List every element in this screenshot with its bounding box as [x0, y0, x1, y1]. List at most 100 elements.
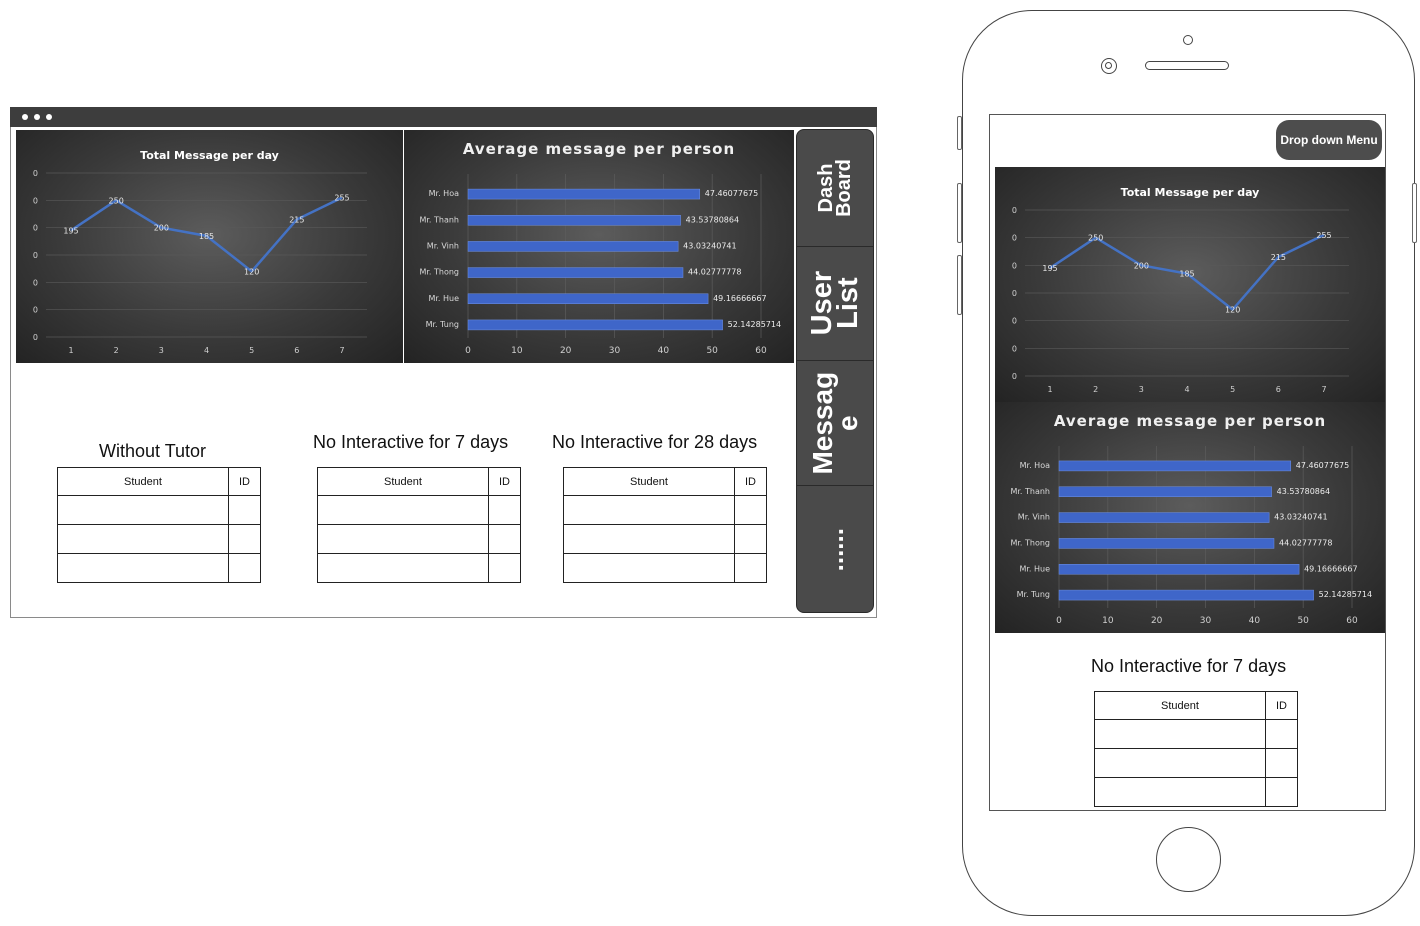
category-label: Mr. Hoa	[1020, 461, 1050, 470]
table-row[interactable]	[563, 495, 767, 525]
category-label: Mr. Thanh	[419, 215, 459, 224]
table-row[interactable]	[57, 524, 261, 554]
y-tick-label: 0	[1012, 261, 1017, 270]
x-tick-label: 4	[1184, 385, 1189, 394]
sidebar-item-label: User List	[805, 271, 864, 336]
data-label: 43.03240741	[1274, 513, 1327, 522]
x-tick-label: 10	[511, 346, 523, 356]
average-message-bar-chart: Average message per person 0 10 20 30 40 50 60 M…	[419, 140, 781, 356]
sidebar-item-dashboard[interactable]: Dash Board	[797, 130, 873, 247]
volume-down-button[interactable]	[957, 255, 962, 315]
x-tick-label: 0	[465, 346, 471, 356]
no-interactive-28-days-table: Student ID	[563, 467, 767, 583]
data-label: 200	[154, 224, 169, 233]
x-tick-label: 40	[1249, 616, 1261, 626]
dropdown-menu-button[interactable]: Drop down Menu	[1276, 120, 1382, 160]
data-label: 44.02777778	[1279, 538, 1332, 547]
bar	[1058, 460, 1292, 472]
x-tick-label: 6	[294, 346, 299, 355]
category-label: Mr. Hue	[1019, 564, 1050, 573]
data-label: 255	[334, 194, 349, 203]
data-label: 255	[1316, 231, 1331, 240]
column-header-student: Student	[1094, 691, 1266, 720]
bar	[1058, 512, 1270, 523]
data-label: 49.16666667	[1304, 564, 1357, 573]
sidebar-nav: Dash Board User List Messag e ......	[796, 129, 874, 613]
data-label: 49.16666667	[713, 294, 766, 303]
data-label: 250	[109, 196, 124, 205]
window-dot-icon	[34, 114, 40, 120]
bar	[467, 241, 679, 252]
x-tick-label: 50	[706, 346, 718, 356]
phone-screen: Drop down Menu Total Message per day 0 0 0 0…	[989, 114, 1386, 811]
column-header-id: ID	[488, 467, 521, 496]
sidebar-item-message[interactable]: Messag e	[797, 361, 873, 486]
y-tick-label: 0	[33, 251, 38, 260]
x-tick-label: 60	[1346, 616, 1358, 626]
table-row[interactable]	[1094, 719, 1298, 749]
y-tick-label: 0	[1012, 289, 1017, 298]
front-sensor-icon	[1183, 35, 1193, 45]
data-label: 250	[1088, 234, 1103, 243]
data-label: 47.46077675	[705, 189, 758, 198]
y-tick-label: 0	[1012, 372, 1017, 381]
x-tick-label: 20	[560, 346, 572, 356]
category-label: Mr. Tung	[426, 320, 459, 329]
sidebar-item-label: Dash Board	[814, 159, 855, 217]
x-tick-label: 6	[1276, 385, 1281, 394]
table-row[interactable]	[563, 524, 767, 554]
category-label: Mr. Vinh	[1018, 513, 1050, 522]
chart-title: Average message per person	[463, 140, 735, 158]
mobile-bar-chart-panel: Average message per person 0 10 20 30 40 50 60 M…	[995, 402, 1385, 633]
x-tick-label: 60	[755, 346, 767, 356]
data-label: 120	[1225, 306, 1240, 315]
table-row[interactable]	[1094, 748, 1298, 778]
bar	[1058, 486, 1272, 497]
y-tick-label: 0	[1012, 344, 1017, 353]
data-label: 43.53780864	[1277, 487, 1330, 496]
x-tick-label: 7	[1321, 385, 1326, 394]
y-tick-label: 0	[33, 169, 38, 178]
category-label: Mr. Thanh	[1010, 487, 1050, 496]
desktop-window: Total Message per day 0 0 0 0 0 0 0 1 2 3 4 5 6 7 195 25…	[10, 107, 877, 618]
data-label: 185	[1179, 270, 1194, 279]
chart-title: Average message per person	[1054, 412, 1326, 430]
sidebar-item-more[interactable]: ......	[797, 486, 873, 612]
table-row[interactable]	[563, 553, 767, 583]
mobile-total-message-line-chart: Total Message per day 0 0 0 0 0 0 0 1 2 3 4 5 6 7 195 25…	[1012, 186, 1349, 394]
category-label: Mr. Tung	[1017, 590, 1050, 599]
x-tick-label: 20	[1151, 616, 1163, 626]
data-label: 47.46077675	[1296, 461, 1349, 470]
home-button[interactable]	[1156, 827, 1221, 892]
window-titlebar	[10, 107, 877, 127]
data-label: 43.03240741	[683, 241, 736, 250]
table-row[interactable]	[57, 553, 261, 583]
power-button[interactable]	[1412, 183, 1417, 243]
chart-title: Total Message per day	[140, 149, 279, 162]
y-tick-label: 0	[33, 306, 38, 315]
data-label: 52.14285714	[728, 320, 781, 329]
data-label: 52.14285714	[1319, 590, 1372, 599]
mobile-no-interactive-table: Student ID	[1094, 691, 1298, 807]
bar	[467, 267, 684, 278]
table-row[interactable]	[57, 495, 261, 525]
table-row[interactable]	[317, 553, 521, 583]
column-header-id: ID	[734, 467, 767, 496]
mobile-line-chart-panel: Total Message per day 0 0 0 0 0 0 0 1 2 3 4 5 6 7 195 25…	[995, 167, 1385, 402]
bar	[467, 215, 681, 226]
speaker-icon	[1145, 61, 1229, 70]
table-row[interactable]	[317, 495, 521, 525]
table-row[interactable]	[317, 524, 521, 554]
x-tick-label: 10	[1102, 616, 1114, 626]
table-title-without-tutor: Without Tutor	[99, 441, 207, 461]
volume-up-button[interactable]	[957, 183, 962, 243]
data-label: 215	[1271, 253, 1286, 262]
bar-chart-panel: Average message per person 0 10 20 30 40 50 60 M…	[404, 130, 794, 363]
mute-switch[interactable]	[957, 116, 962, 150]
table-row[interactable]	[1094, 777, 1298, 807]
sidebar-item-user-list[interactable]: User List	[797, 247, 873, 361]
bar	[467, 319, 723, 331]
window-dot-icon	[46, 114, 52, 120]
bar	[1058, 564, 1300, 575]
data-label: 185	[199, 232, 214, 241]
